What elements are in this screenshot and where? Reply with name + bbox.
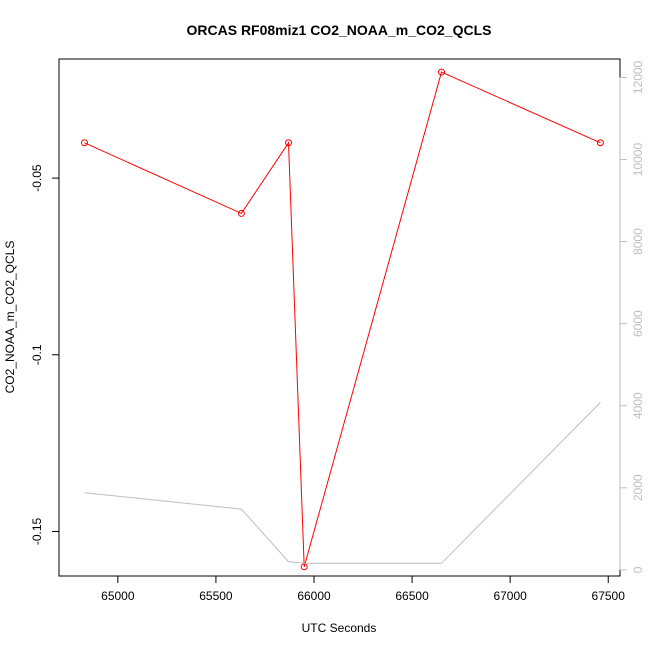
- y2-axis: 0 2000 4000 6000 8000 10000 12000: [619, 60, 645, 573]
- series-1-point: [81, 139, 88, 147]
- x-tick-label: 66500: [395, 589, 429, 603]
- series-1-point: [300, 563, 308, 571]
- y2-tick-label: 6000: [631, 310, 645, 337]
- x-tick-label: 67500: [592, 589, 626, 603]
- x-tick-label: 66000: [297, 589, 331, 603]
- series-1-point: [237, 209, 245, 217]
- x-tick-label: 65500: [199, 589, 233, 603]
- series-1-point: [596, 139, 604, 147]
- y-tick-label: -0.15: [30, 517, 44, 545]
- y-tick-label: -0.05: [30, 164, 44, 192]
- y2-tick-label: 4000: [631, 392, 645, 419]
- y-tick-label: -0.1: [30, 344, 44, 365]
- y2-tick-label: 10000: [631, 143, 645, 177]
- chart-title: ORCAS RF08miz1 CO2_NOAA_m_CO2_QCLS: [187, 22, 492, 38]
- series-1-line: [84, 71, 601, 567]
- y-axis: -0.15 -0.1 -0.05: [30, 164, 60, 545]
- series-1-point: [438, 68, 445, 76]
- x-tick-label: 67000: [493, 589, 527, 603]
- x-tick-label: 65000: [101, 589, 135, 603]
- x-axis: 65000 65500 66000 66500 67000 67500: [101, 575, 626, 603]
- y2-tick-label: 2000: [631, 474, 645, 501]
- y-axis-label: CO2_NOAA_m_CO2_QCLS: [3, 241, 17, 394]
- series-2-line: [84, 402, 601, 564]
- series-1-point: [285, 139, 292, 147]
- series-layer: [81, 68, 604, 571]
- y2-tick-label: 8000: [631, 228, 645, 255]
- y2-tick-label: 0: [631, 566, 645, 573]
- y2-tick-label: 12000: [631, 60, 645, 94]
- x-axis-label: UTC Seconds: [302, 621, 377, 635]
